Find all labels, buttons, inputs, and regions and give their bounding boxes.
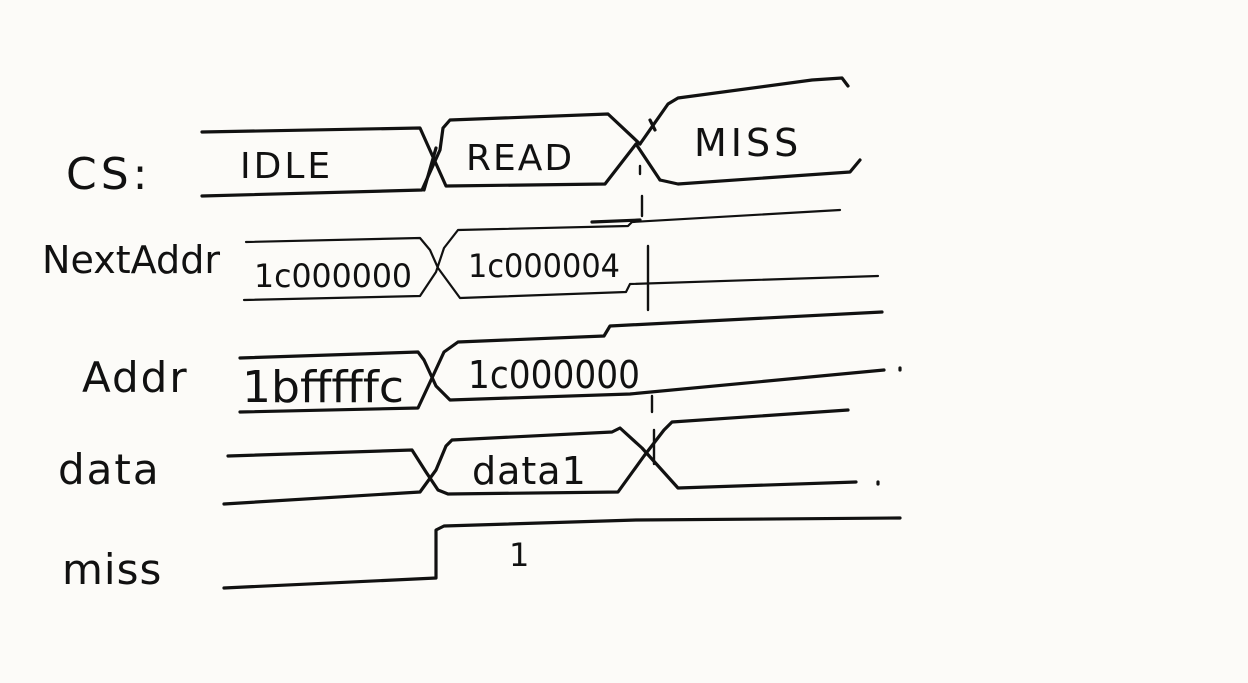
data-segment-1: data1	[472, 449, 587, 493]
data-waveform	[222, 408, 880, 506]
cs-segment-idle: IDLE	[240, 146, 333, 187]
data-signal-label: data	[58, 445, 161, 494]
addr-segment-0: 1bfffffc	[242, 362, 404, 413]
next-addr-waveform	[242, 208, 880, 302]
cs-waveform	[200, 76, 862, 198]
miss-signal-label: miss	[62, 545, 162, 594]
time-marker-dashed-line	[638, 164, 656, 466]
miss-segment-1: 1	[509, 536, 529, 574]
next-addr-segment-1: 1c000004	[468, 247, 620, 285]
addr-segment-1: 1c000000	[468, 353, 640, 397]
cs-segment-read: READ	[466, 138, 574, 179]
addr-signal-label: Addr	[82, 353, 189, 402]
addr-waveform	[238, 310, 902, 414]
next-addr-segment-0: 1c000000	[254, 257, 412, 295]
cs-segment-miss: MISS	[694, 121, 802, 165]
cs-signal-label: CS:	[66, 149, 151, 200]
miss-waveform	[222, 516, 902, 590]
next-addr-signal-label: NextAddr	[42, 238, 220, 282]
